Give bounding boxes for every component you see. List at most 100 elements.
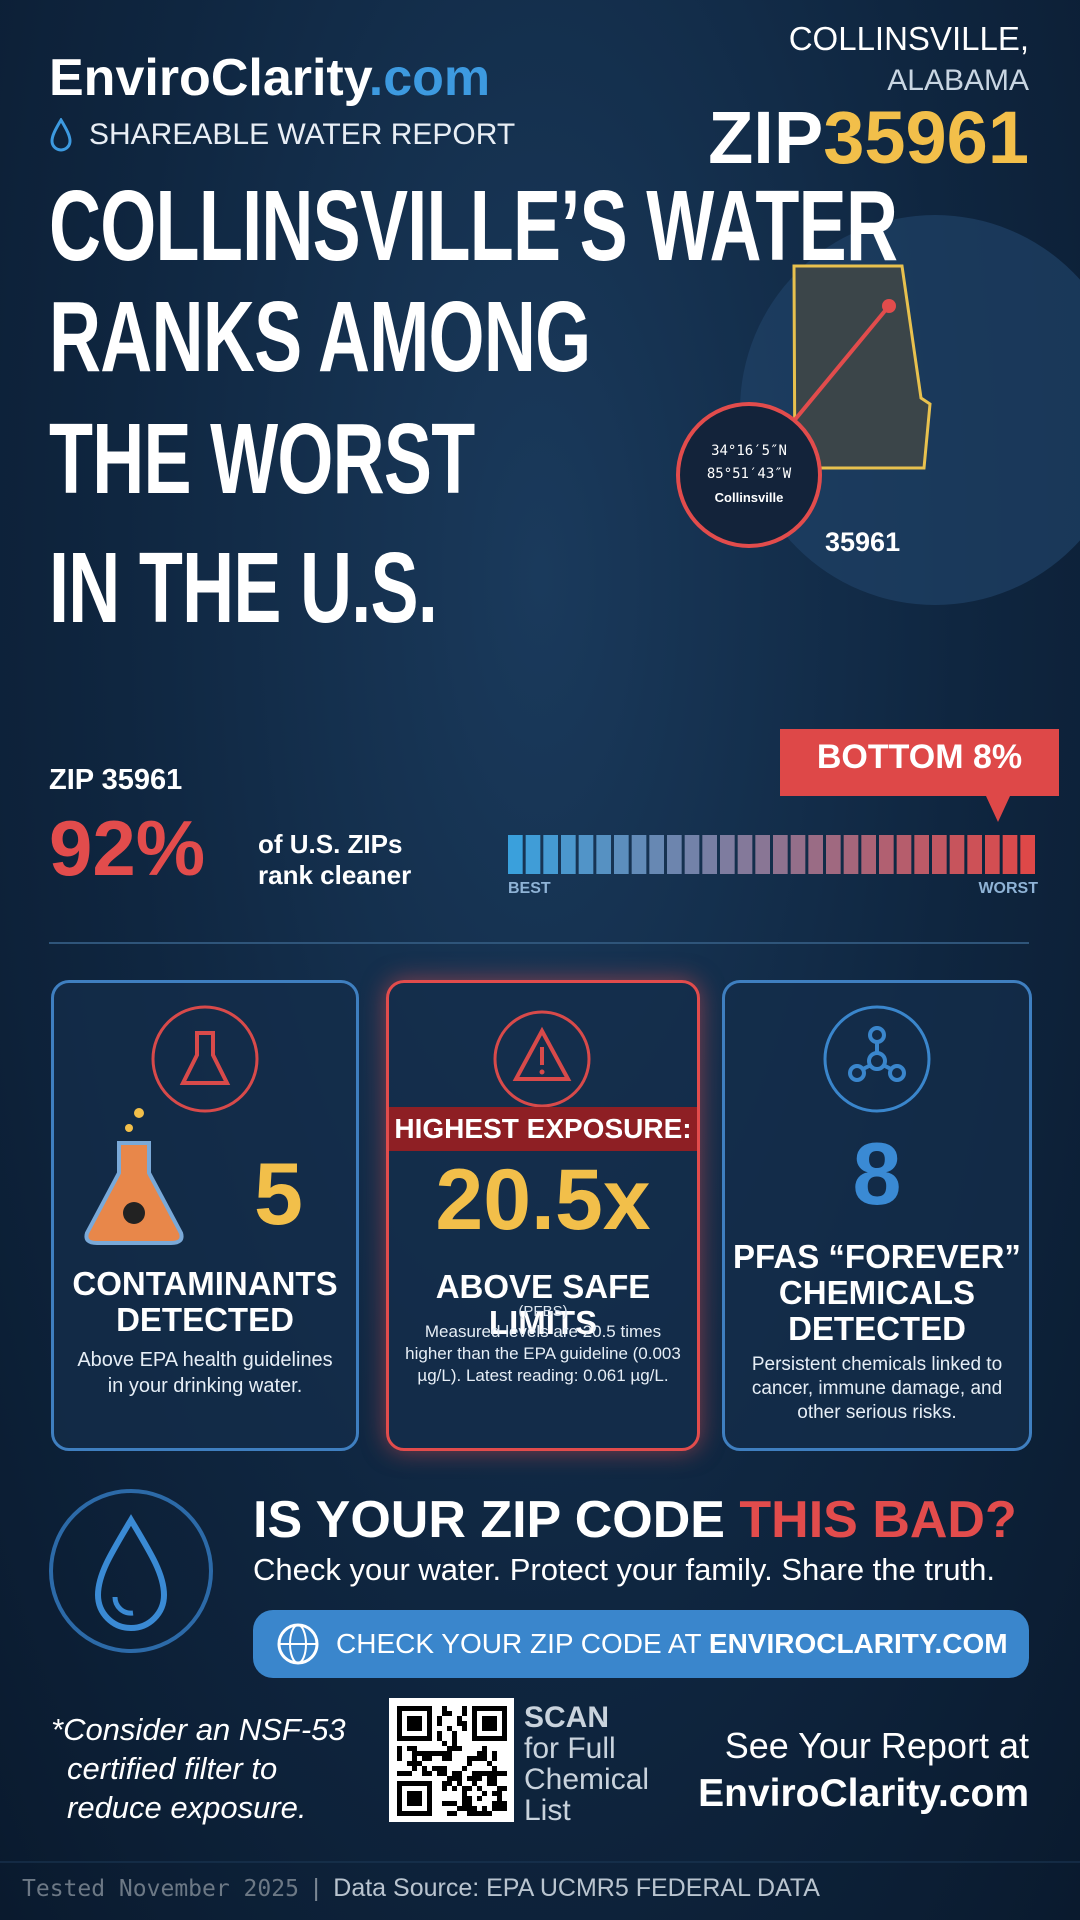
qr-module <box>502 1771 507 1776</box>
qr-module <box>477 1796 482 1801</box>
bar-segment <box>684 835 700 874</box>
rank-bar <box>508 835 1035 874</box>
bubble <box>134 1108 144 1118</box>
qr-module <box>467 1796 472 1801</box>
card-number: 5 <box>254 1144 303 1243</box>
scan-line: for Full <box>524 1732 616 1765</box>
qr-module <box>427 1751 432 1756</box>
card-exposure: HIGHEST EXPOSURE: 20.5x ABOVE SAFE LIMIT… <box>386 980 700 1451</box>
qr-module <box>492 1756 497 1761</box>
qr-module <box>397 1746 402 1751</box>
qr-finder <box>407 1716 422 1731</box>
qr-module <box>442 1741 447 1746</box>
qr-module <box>442 1781 447 1786</box>
card-number: 8 <box>852 1124 902 1223</box>
qr-module <box>402 1771 407 1776</box>
qr-module <box>442 1751 447 1756</box>
qr-module <box>467 1806 472 1811</box>
qr-module <box>417 1751 422 1756</box>
cta-button-text[interactable]: CHECK YOUR ZIP CODE AT ENVIROCLARITY.COM <box>336 1628 1008 1660</box>
qr-module <box>467 1756 472 1761</box>
bar-segment <box>543 835 558 874</box>
icon-ring <box>151 1005 259 1113</box>
rank-percent: 92% <box>49 804 206 892</box>
bar-segment <box>773 835 788 874</box>
bubble <box>125 1124 133 1132</box>
card-contaminants: 5 CONTAMINANTS DETECTED Above EPA health … <box>51 980 359 1451</box>
cta-button[interactable] <box>253 1610 1029 1678</box>
qr-module <box>437 1716 442 1721</box>
card-pfas: 8 PFAS “FOREVER” CHEMICALS DETECTED Persis… <box>722 980 1032 1451</box>
qr-module <box>447 1801 452 1806</box>
bar-segment <box>914 835 929 874</box>
qr-module <box>447 1711 452 1716</box>
tested-date: Tested November 2025 <box>22 1876 299 1902</box>
pin-dot <box>882 299 896 313</box>
qr-module <box>457 1721 462 1726</box>
city: COLLINSVILLE, <box>788 20 1029 57</box>
card-banner: HIGHEST EXPOSURE: <box>389 1107 697 1151</box>
qr-module <box>487 1781 492 1786</box>
bar-segment <box>667 835 682 874</box>
qr-module <box>502 1786 507 1791</box>
bar-segment <box>896 835 912 874</box>
separator: | <box>312 1874 320 1902</box>
note-line: *Consider an NSF-53 <box>51 1712 346 1747</box>
qr-module <box>477 1756 482 1761</box>
icon-ring <box>823 1005 931 1113</box>
qr-module <box>452 1811 457 1816</box>
bar-segment <box>1020 835 1035 874</box>
qr-module <box>427 1756 432 1761</box>
qr-module <box>492 1751 497 1756</box>
qr-module <box>462 1806 467 1811</box>
qr-module <box>477 1771 482 1776</box>
qr-module <box>497 1801 502 1806</box>
bar-segment <box>879 835 894 874</box>
qr-module <box>477 1786 482 1791</box>
qr-module <box>417 1761 422 1766</box>
qr-module <box>462 1766 467 1771</box>
qr-module <box>472 1756 477 1761</box>
bar-segment <box>737 835 753 874</box>
qr-module <box>462 1706 467 1711</box>
headline-line: RANKS AMONG <box>49 281 591 393</box>
atom <box>888 1064 906 1082</box>
brand: EnviroClarity.com <box>49 48 490 108</box>
bar-segment <box>985 835 1000 874</box>
molecule-icon <box>823 1005 931 1113</box>
qr-module <box>472 1781 477 1786</box>
coordinates: 34°16′5″N 85°51′43″W Collinsville <box>678 440 820 509</box>
qr-module <box>442 1766 447 1771</box>
qr-module <box>482 1771 487 1776</box>
qr-module <box>492 1781 497 1786</box>
qr-module <box>452 1746 457 1751</box>
qr-module <box>472 1811 477 1816</box>
bar-segment <box>508 835 523 874</box>
place-name: Collinsville <box>714 490 784 505</box>
qr-module <box>477 1751 482 1756</box>
bar-segment <box>949 835 965 874</box>
card-title: PFAS “FOREVER” CHEMICALS DETECTED <box>725 1239 1029 1347</box>
qr-module <box>482 1791 487 1796</box>
card-title: ABOVE SAFE LIMITS <box>435 1268 651 1341</box>
qr-module <box>482 1806 487 1811</box>
button-prefix: CHECK YOUR ZIP CODE AT <box>336 1628 702 1659</box>
card-number: 20.5x <box>435 1152 651 1248</box>
qr-module <box>447 1756 452 1761</box>
qr-module <box>452 1776 457 1781</box>
icon-ring <box>493 1010 591 1108</box>
card-title-line: DETECTED <box>116 1301 294 1338</box>
bonds <box>862 1042 892 1071</box>
qr-module <box>407 1746 412 1751</box>
brand-tld: .com <box>368 49 491 107</box>
qr-module <box>492 1791 497 1796</box>
qr-module <box>437 1736 442 1741</box>
poison-flask <box>84 1141 184 1245</box>
qr-module <box>477 1776 482 1781</box>
qr-module <box>497 1791 502 1796</box>
card-desc: Persistent chemicals linked to cancer, i… <box>751 1354 1003 1423</box>
card-title-line: CONTAMINANTS <box>72 1265 338 1302</box>
qr-modules <box>397 1706 507 1816</box>
qr-module <box>462 1801 467 1806</box>
